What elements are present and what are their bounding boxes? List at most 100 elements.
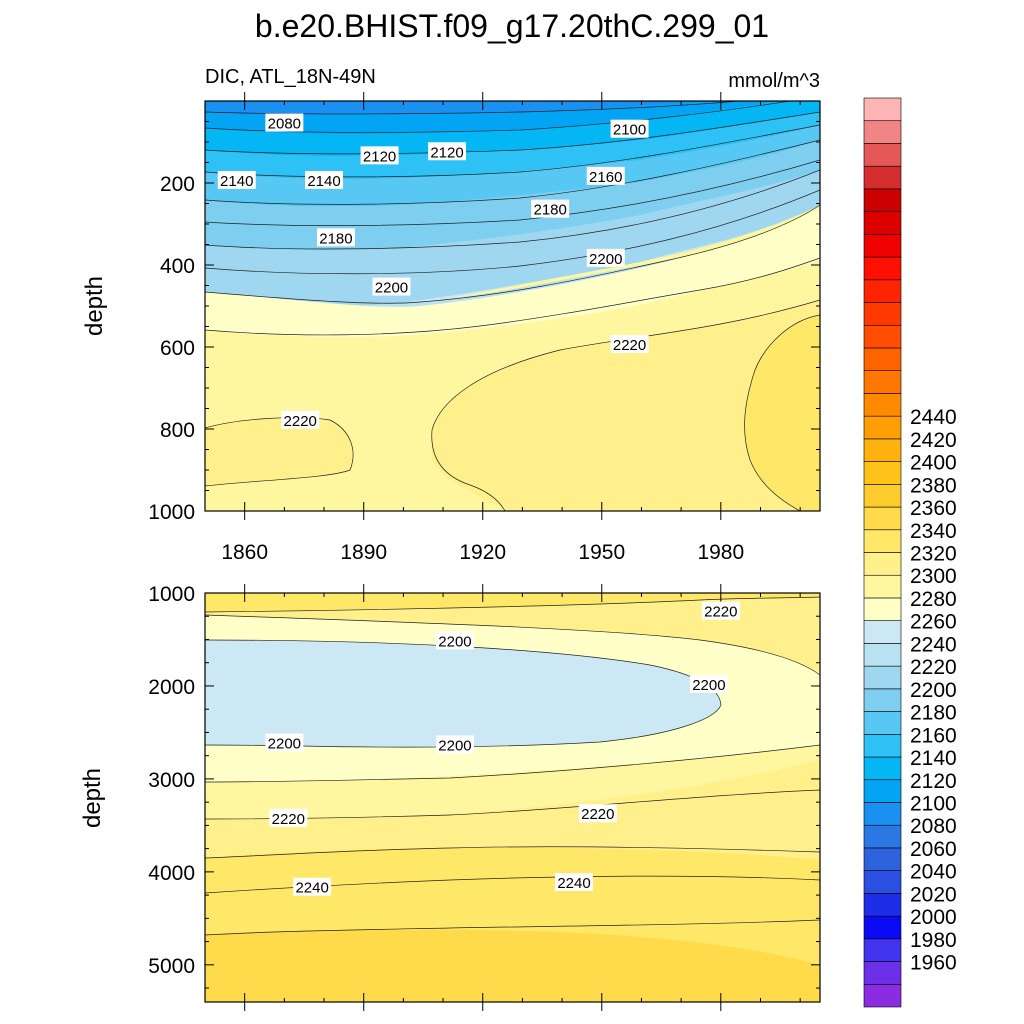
colorbar-swatch <box>863 97 902 122</box>
colorbar-tick-label: 2340 <box>910 520 957 543</box>
colorbar-swatch <box>863 234 902 258</box>
colorbar-swatch <box>863 302 902 326</box>
contour-label-box <box>610 334 649 353</box>
x-tick-label: 1980 <box>697 541 744 564</box>
colorbar-swatch <box>863 393 902 417</box>
colorbar-swatch <box>863 529 902 553</box>
lower-y-axis-label: depth <box>79 768 106 828</box>
contour-label: 2080 <box>265 113 304 133</box>
colorbar-tick-label: 2280 <box>910 588 957 611</box>
contour-label-box <box>531 199 570 218</box>
colorbar-tick-label: 2200 <box>910 679 957 702</box>
colorbar-swatch <box>863 711 902 735</box>
colorbar-tick-label: 2140 <box>910 747 957 770</box>
x-tick-label: 1950 <box>578 541 625 564</box>
lower-y-tick-label: 4000 <box>148 862 195 885</box>
colorbar-swatch <box>863 938 902 962</box>
contour-label-box <box>316 228 355 247</box>
contour-label: 2140 <box>217 170 256 190</box>
upper-panel-fill <box>205 101 820 511</box>
upper-y-tick-label: 800 <box>160 419 195 442</box>
contour-label-text: 2240 <box>557 875 590 892</box>
contour-label-text: 2100 <box>613 122 646 139</box>
colorbar-tick-label: 2120 <box>910 770 957 793</box>
contour-label-box <box>281 410 320 429</box>
contour-label: 2180 <box>316 228 355 247</box>
colorbar-swatch <box>863 143 902 167</box>
colorbar-tick-label: 2100 <box>910 792 957 815</box>
contour-label-box <box>305 170 344 189</box>
contour-label-box <box>610 119 649 138</box>
contour-label: 2120 <box>428 142 467 161</box>
colorbar-swatch <box>863 620 902 644</box>
x-tick-label: 1920 <box>459 541 506 564</box>
contour-label: 2220 <box>610 334 649 354</box>
contour-label-text: 2120 <box>363 148 396 165</box>
colorbar-tick-label: 2360 <box>910 497 957 520</box>
colorbar-swatch <box>863 347 902 372</box>
contour-label: 2220 <box>281 410 320 430</box>
figure-title: b.e20.BHIST.f09_g17.20thC.299_01 <box>255 8 769 44</box>
contour-label: 2200 <box>265 733 304 753</box>
lower-contour-lines <box>205 596 820 936</box>
colorbar-swatch <box>863 324 902 349</box>
colorbar-tick-label: 2440 <box>910 406 957 429</box>
contour-label-box <box>265 113 304 132</box>
upper-contour-lines <box>205 101 820 511</box>
colorbar-tick-label: 2380 <box>910 474 957 497</box>
colorbar: 1960198020002020204020602080210021202140… <box>863 97 957 1008</box>
colorbar-tick-label: 1980 <box>910 929 957 952</box>
colorbar-swatch <box>863 915 902 940</box>
lower-y-tick-label: 5000 <box>148 955 195 978</box>
colorbar-swatch <box>863 779 902 803</box>
lower-contour-labels: 2220 2200 2200 2200 2200 2220 2220 2240 2240 <box>265 601 740 897</box>
upper-y-tick-label: 200 <box>160 173 195 196</box>
colorbar-swatch <box>863 188 902 212</box>
colorbar-tick-label: 2400 <box>910 452 957 475</box>
contour-label-text: 2120 <box>430 144 463 161</box>
colorbar-swatch <box>863 847 902 871</box>
contour-label-text: 2200 <box>589 251 622 268</box>
colorbar-tick-label: 2260 <box>910 611 957 634</box>
upper-y-tick-label: 400 <box>160 255 195 278</box>
colorbar-tick-label: 2000 <box>910 906 957 929</box>
contour-label-box <box>689 675 728 694</box>
contour-label: 2120 <box>360 146 399 165</box>
colorbar-swatch <box>863 256 902 281</box>
colorbar-tick-label: 2220 <box>910 656 957 679</box>
contour-label-text: 2080 <box>268 116 301 133</box>
colorbar-swatch <box>863 574 902 599</box>
colorbar-tick-label: 2300 <box>910 565 957 588</box>
contour-label: 2100 <box>610 119 649 139</box>
contour-label-text: 2240 <box>295 880 328 897</box>
colorbar-swatch <box>863 870 902 894</box>
colorbar-swatch <box>863 461 902 485</box>
colorbar-tick-label: 1960 <box>910 952 957 975</box>
colorbar-swatch <box>863 279 902 303</box>
contour-label: 2220 <box>701 601 740 621</box>
lower-y-tick-label: 3000 <box>148 769 195 792</box>
contour-label: 2220 <box>578 804 617 823</box>
contour-label-box <box>578 804 617 823</box>
contour-label: 2240 <box>555 873 593 892</box>
colorbar-swatch <box>863 983 902 1008</box>
contour-label: 2200 <box>435 631 474 650</box>
colorbar-swatch <box>863 484 902 508</box>
colorbar-tick-label: 2180 <box>910 702 957 725</box>
contour-label-text: 2220 <box>613 337 646 354</box>
colorbar-swatch <box>863 688 902 712</box>
contour-label-text: 2200 <box>692 677 725 694</box>
contour-label-text: 2200 <box>268 736 301 753</box>
contour-label-text: 2220 <box>704 604 737 621</box>
contour-label-box <box>586 248 625 267</box>
contour-label-box <box>555 873 593 892</box>
colorbar-tick-labels: 1960198020002020204020602080210021202140… <box>910 406 957 974</box>
upper-y-tick-label: 1000 <box>148 501 195 524</box>
contour-label-text: 2220 <box>284 413 317 430</box>
upper-panel: depth 200 400 600 800 1000 1860 1890 1920 1950 19… <box>81 92 821 564</box>
contour-label-box <box>217 170 256 189</box>
colorbar-swatch <box>863 165 902 190</box>
contour-label: 2240 <box>293 877 332 897</box>
lower-axes: 1000 2000 3000 4000 5000 <box>148 583 820 1011</box>
